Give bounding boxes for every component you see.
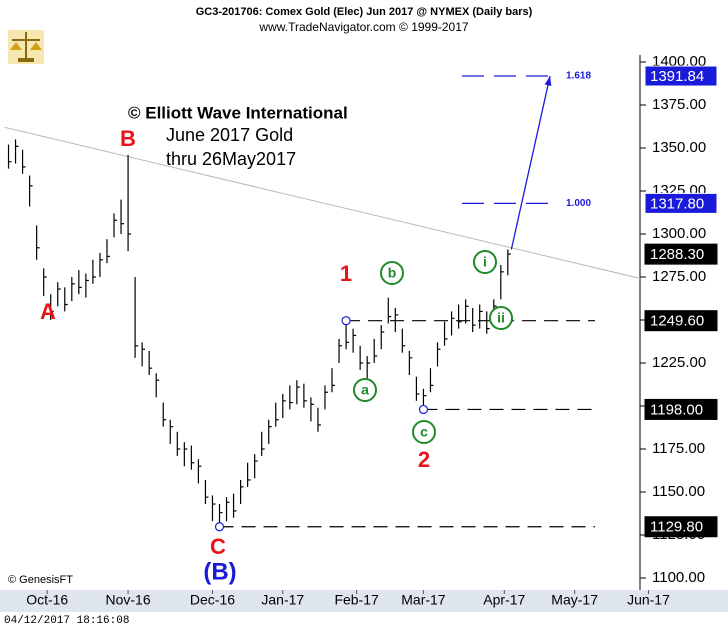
wave-circle: [380, 261, 404, 285]
y-tick-label: 1375.00: [652, 96, 706, 113]
chart-title: GC3-201706: Comex Gold (Elec) Jun 2017 @…: [196, 6, 533, 18]
wave-label: 2: [418, 447, 430, 472]
timestamp: 04/12/2017 18:16:08: [4, 615, 129, 627]
price-box: [644, 192, 718, 214]
wave-circle: [412, 420, 436, 444]
copyright: © Elliott Wave International: [128, 103, 348, 122]
arrow-head: [544, 76, 552, 86]
subtitle: www.TradeNavigator.com © 1999-2017: [258, 20, 468, 34]
wave-label: a: [361, 382, 369, 398]
wave-label: i: [483, 254, 487, 270]
footer: [0, 612, 728, 628]
wave-label: A: [40, 299, 56, 324]
x-tick-label: Oct-16: [26, 592, 68, 608]
y-tick-label: 1150.00: [652, 483, 705, 500]
caption: June 2017 Gold: [166, 125, 293, 145]
price-box: [644, 398, 718, 420]
x-tick-label: Jan-17: [261, 592, 304, 608]
pivot-marker: [214, 522, 225, 532]
fib-label: 1.618: [566, 71, 591, 82]
y-tick-label: 1100.00: [652, 569, 705, 586]
logo-base: [18, 58, 34, 62]
x-tick-label: Jun-17: [627, 592, 670, 608]
source: © GenesisFT: [8, 574, 73, 586]
wave-label: ii: [497, 310, 505, 326]
wave-circle: [473, 250, 497, 274]
price-box-label: 1249.60: [650, 313, 704, 330]
wave-label: b: [388, 265, 397, 281]
logo: [8, 30, 44, 64]
y-tick-label: 1300.00: [652, 225, 706, 242]
y-tick-label: 1225.00: [652, 354, 706, 371]
x-tick-label: Nov-16: [106, 592, 151, 608]
pivot-marker: [341, 316, 351, 326]
y-tick-label: 1275.00: [652, 268, 706, 285]
wave-label: (B): [203, 558, 236, 585]
y-tick-label: 1350.00: [652, 139, 706, 156]
price-box-label: 1317.80: [650, 195, 704, 212]
x-tick-label: May-17: [551, 592, 598, 608]
logo-pans: [10, 42, 42, 50]
x-tick-label: Apr-17: [483, 592, 525, 608]
x-tick-label: Feb-17: [334, 592, 379, 608]
pivot-marker: [418, 404, 429, 415]
price-box: [644, 516, 718, 538]
price-box: [644, 243, 718, 265]
price-box-label: 1198.00: [650, 401, 703, 418]
price-box-label: 1129.80: [650, 519, 703, 536]
projection-arrow: [510, 75, 551, 250]
price-box: [644, 310, 718, 332]
price-box: [644, 65, 718, 87]
wave-circle: [353, 378, 377, 402]
wave-label: 1: [340, 261, 352, 286]
wave-label: C: [210, 534, 226, 559]
y-tick-label: 1175.00: [652, 440, 705, 457]
wave-circle: [489, 306, 513, 330]
x-tick-label: Mar-17: [401, 592, 446, 608]
wave-label: c: [420, 424, 428, 440]
trendline: [4, 126, 642, 280]
fib-label: 1.000: [566, 198, 591, 209]
price-box-label: 1391.84: [650, 68, 704, 85]
price-box-label: 1288.30: [650, 246, 704, 263]
wave-label: B: [120, 126, 136, 151]
caption: thru 26May2017: [166, 149, 296, 169]
x-tick-label: Dec-16: [190, 592, 235, 608]
x-axis-band: [0, 590, 728, 612]
